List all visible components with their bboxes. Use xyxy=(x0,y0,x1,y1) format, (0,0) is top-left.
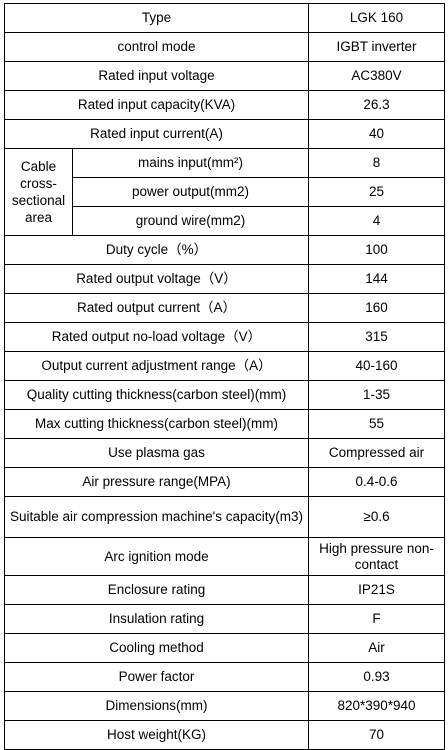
row-value: 1-35 xyxy=(308,380,445,410)
row-value: 40 xyxy=(308,119,445,149)
table-row: control mode IGBT inverter xyxy=(4,32,445,62)
row-label: Quality cutting thickness(carbon steel)(… xyxy=(4,380,309,410)
table-row: Host weight(KG) 70 xyxy=(4,720,445,750)
table-row: Rated output current（A） 160 xyxy=(4,293,445,323)
row-label: power output(mm2) xyxy=(72,177,309,207)
row-value: 26.3 xyxy=(308,90,445,120)
table-row: ground wire(mm2) 4 xyxy=(5,206,445,236)
table-row: Power factor 0.93 xyxy=(4,662,445,692)
table-row: Arc ignition mode High pressure non-conta… xyxy=(4,537,445,576)
row-label: Enclosure rating xyxy=(4,575,309,605)
table-row: Enclosure rating IP21S xyxy=(4,575,445,605)
row-label: Output current adjustment range（A） xyxy=(4,351,309,381)
row-value: ≥0.6 xyxy=(308,496,445,538)
row-label: ground wire(mm2) xyxy=(72,206,309,236)
row-value: IP21S xyxy=(308,575,445,605)
row-label: Rated input current(A) xyxy=(4,119,309,149)
row-value: Air xyxy=(308,633,445,663)
row-label: control mode xyxy=(4,32,309,62)
table-row: Cooling method Air xyxy=(4,633,445,663)
row-value: 0.93 xyxy=(308,662,445,692)
row-label: Rated output current（A） xyxy=(4,293,309,323)
row-label: Host weight(KG) xyxy=(4,720,309,750)
row-label: Type xyxy=(4,3,309,33)
table-row: Air pressure range(MPA) 0.4-0.6 xyxy=(4,467,445,497)
row-label: Dimensions(mm) xyxy=(4,691,309,721)
table-body: Type LGK 160 control mode IGBT inverter Rate… xyxy=(4,3,445,750)
table-row: Output current adjustment range（A） 40-160 xyxy=(4,351,445,381)
row-value: 4 xyxy=(308,206,445,236)
table-row: Quality cutting thickness(carbon steel)(… xyxy=(4,380,445,410)
row-value: AC380V xyxy=(308,61,445,91)
row-value: 315 xyxy=(308,322,445,352)
table-row: Duty cycle（%） 100 xyxy=(4,235,445,265)
table-row: Suitable air compression machine's capac… xyxy=(4,496,445,538)
table-row: Rated input capacity(KVA) 26.3 xyxy=(4,90,445,120)
row-value: IGBT inverter xyxy=(308,32,445,62)
table-row: Use plasma gas Compressed air xyxy=(4,438,445,468)
row-value: 820*390*940 xyxy=(308,691,445,721)
row-label: Power factor xyxy=(4,662,309,692)
row-label: Air pressure range(MPA) xyxy=(4,467,309,497)
row-value: 25 xyxy=(308,177,445,207)
row-value: 0.4-0.6 xyxy=(308,467,445,497)
table-row: Dimensions(mm) 820*390*940 xyxy=(4,691,445,721)
row-value: 55 xyxy=(308,409,445,439)
spec-table: Type LGK 160 control mode IGBT inverter Rate… xyxy=(4,3,445,750)
row-label: Rated output no-load voltage（V） xyxy=(4,322,309,352)
row-value: 100 xyxy=(308,235,445,265)
row-value: Compressed air xyxy=(308,438,445,468)
row-value: 70 xyxy=(308,720,445,750)
table-row: Rated input current(A) 40 xyxy=(4,119,445,149)
row-value: F xyxy=(308,604,445,634)
table-row: Type LGK 160 xyxy=(4,3,445,33)
row-label: Use plasma gas xyxy=(4,438,309,468)
row-value: 8 xyxy=(308,148,445,178)
table-row: Insulation rating F xyxy=(4,604,445,634)
row-label: Suitable air compression machine's capac… xyxy=(4,496,309,538)
row-label: Insulation rating xyxy=(4,604,309,634)
row-label: Rated input voltage xyxy=(4,61,309,91)
row-value: 40-160 xyxy=(308,351,445,381)
row-label: Max cutting thickness(carbon steel)(mm) xyxy=(4,409,309,439)
row-label: Arc ignition mode xyxy=(4,537,309,576)
row-label: Duty cycle（%） xyxy=(4,235,309,265)
row-label: Rated output voltage（V） xyxy=(4,264,309,294)
table-row: Cable cross-sectional area mains input(mm… xyxy=(4,148,445,236)
table-row: Rated output no-load voltage（V） 315 xyxy=(4,322,445,352)
row-label: Rated input capacity(KVA) xyxy=(4,90,309,120)
table-row: Rated output voltage（V） 144 xyxy=(4,264,445,294)
row-label: mains input(mm²) xyxy=(72,148,309,178)
table-row: power output(mm2) 25 xyxy=(5,177,445,207)
group-label: Cable cross-sectional area xyxy=(4,148,73,236)
row-label: Cooling method xyxy=(4,633,309,663)
row-value: LGK 160 xyxy=(308,3,445,33)
row-value: 160 xyxy=(308,293,445,323)
table-row: Max cutting thickness(carbon steel)(mm) 5… xyxy=(4,409,445,439)
table-row: Rated input voltage AC380V xyxy=(4,61,445,91)
row-value: 144 xyxy=(308,264,445,294)
row-value: High pressure non-contact xyxy=(308,537,445,576)
